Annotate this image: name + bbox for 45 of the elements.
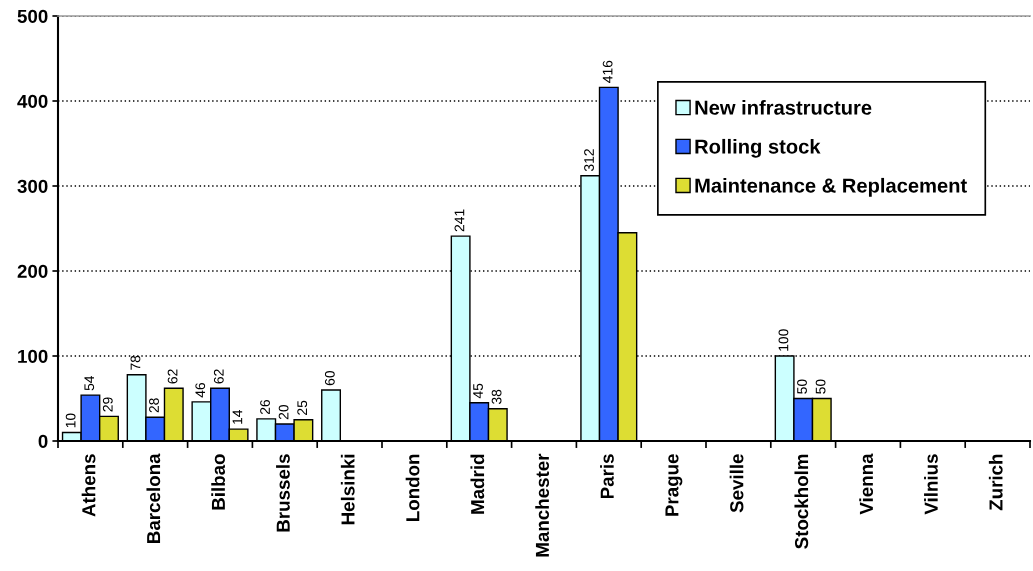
legend-label: Rolling stock [695, 138, 821, 158]
legend-label: Maintenance & Replacement [695, 177, 967, 197]
data-label: 50 [815, 379, 826, 394]
data-label: 45 [473, 383, 483, 399]
x-tick-label: Barcelona [146, 453, 161, 543]
data-label: 10 [65, 413, 76, 428]
data-label: 62 [213, 369, 224, 384]
data-label: 416 [602, 60, 613, 83]
y-tick-label: 200 [17, 264, 48, 278]
data-label: 38 [491, 389, 502, 404]
data-label: 241 [454, 209, 465, 232]
data-label: 62 [167, 369, 178, 384]
legend-label: New infrastructure [695, 100, 872, 115]
data-label: 29 [102, 397, 113, 412]
x-tick-label: Paris [600, 454, 614, 499]
data-label: 78 [130, 355, 141, 370]
x-tick-label: Helsinki [340, 454, 355, 525]
x-tick-label: Zurich [988, 454, 1003, 511]
data-label: 50 [797, 379, 807, 394]
y-tick-label: 300 [17, 179, 48, 193]
y-tick-label: 400 [17, 94, 48, 108]
x-tick-label: Vilnius [924, 454, 938, 515]
y-tick-label: 100 [18, 349, 48, 363]
x-tick-label: Madrid [470, 454, 485, 514]
data-label: 54 [84, 375, 95, 391]
data-label: 312 [584, 149, 594, 172]
data-label: 26 [260, 399, 270, 415]
data-label: 28 [149, 398, 159, 413]
x-tick-label: Bilbao [211, 454, 226, 510]
x-tick-label: Prague [665, 454, 683, 516]
data-label: 20 [278, 404, 289, 420]
x-tick-label: London [405, 454, 420, 521]
data-label: 46 [195, 382, 206, 398]
x-tick-label: Seville [729, 454, 744, 513]
x-tick-label: Brussels [276, 454, 290, 532]
data-label: 14 [232, 409, 243, 424]
data-label: 25 [297, 400, 308, 415]
y-tick-label: 500 [17, 9, 48, 23]
x-tick-label: Stockholm [794, 454, 809, 549]
data-label: 60 [324, 370, 335, 386]
data-label: 100 [778, 329, 789, 351]
x-tick-label: Manchester [535, 453, 550, 557]
x-tick-label: Athens [81, 454, 96, 517]
x-tick-label: Vienna [859, 453, 874, 515]
y-tick-label: 0 [38, 434, 48, 448]
